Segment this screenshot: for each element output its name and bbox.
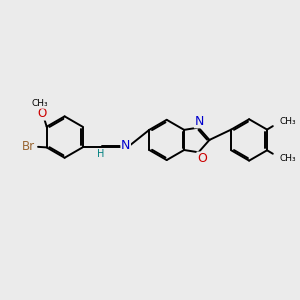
Text: CH₃: CH₃	[279, 117, 296, 126]
Text: CH₃: CH₃	[279, 154, 296, 163]
Text: O: O	[197, 152, 207, 165]
Text: N: N	[121, 140, 130, 152]
Text: O: O	[38, 107, 47, 120]
Text: CH₃: CH₃	[32, 99, 48, 108]
Text: H: H	[97, 149, 105, 159]
Text: Br: Br	[22, 140, 34, 153]
Text: N: N	[194, 115, 204, 128]
